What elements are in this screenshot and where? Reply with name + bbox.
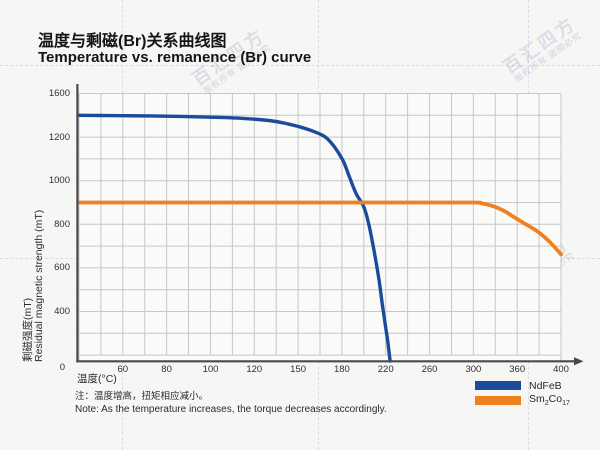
page-title-zh: 温度与剩磁(Br)关系曲线图	[38, 33, 227, 50]
footnote-en: Note: As the temperature increases, the …	[75, 404, 387, 415]
x-tick-label: 80	[161, 364, 172, 375]
legend: NdFeB Sm2Co17	[475, 379, 570, 409]
legend-swatch-sm2co17	[475, 396, 521, 405]
y-tick-label: 400	[54, 306, 70, 317]
x-axis-title: 温度(°C)	[77, 373, 117, 385]
x-tick-label: 180	[333, 364, 350, 375]
y-tick-label: 600	[54, 262, 70, 274]
footnote-zh: 注：温度增高，扭矩相应减小。	[75, 391, 209, 402]
y-tick-label: 1200	[48, 131, 70, 143]
x-tick-label: 220	[377, 364, 394, 375]
page-title-en: Temperature vs. remanence (Br) curve	[38, 49, 312, 66]
legend-label-ndfeb: NdFeB	[529, 379, 562, 392]
y-axis-title-en: Residual magnetic strength (mT)	[33, 209, 45, 362]
x-tick-label: 260	[421, 364, 438, 375]
legend-item-ndfeb: NdFeB	[475, 379, 570, 392]
x-tick-label: 300	[465, 364, 482, 375]
y-tick-label: 1000	[48, 175, 70, 187]
watermark-grid-line	[0, 65, 600, 66]
x-tick-label: 360	[509, 364, 526, 375]
y-tick-label: 800	[54, 218, 70, 230]
x-tick-label: 60	[117, 364, 129, 375]
x-tick-label: 400	[553, 364, 569, 375]
series-line-sm2co17	[77, 200, 563, 257]
legend-swatch-ndfeb	[475, 381, 521, 390]
legend-label-sm2co17: Sm2Co17	[529, 393, 570, 408]
footnote: 注：温度增高，扭矩相应减小。 Note: As the temperature …	[75, 391, 387, 416]
origin-tick-label: 0	[59, 362, 65, 373]
x-tick-label: 150	[290, 364, 307, 375]
series-line-ndfeb	[77, 113, 392, 363]
x-axis-arrow-icon	[574, 357, 584, 366]
legend-item-sm2co17: Sm2Co17	[475, 393, 570, 408]
x-tick-label: 120	[246, 364, 263, 375]
x-tick-label: 100	[202, 364, 219, 375]
y-tick-label: 1600	[48, 88, 70, 99]
grid-layer	[78, 93, 562, 362]
